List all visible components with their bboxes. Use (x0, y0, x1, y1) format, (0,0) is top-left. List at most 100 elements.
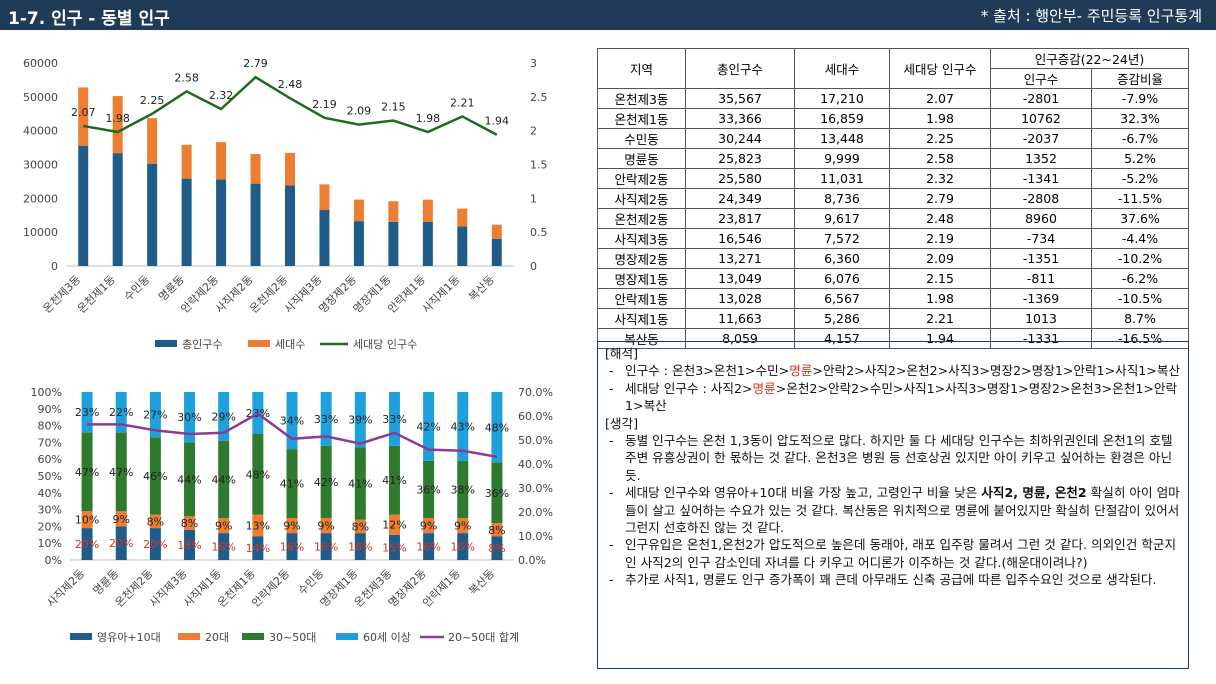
table-cell: 9,617 (794, 208, 890, 229)
table-row: 온천제2동 23,817 9,617 2.48 8960 37.6% (597, 208, 1189, 229)
bar-60-plus (354, 392, 366, 448)
data-label: 2.19 (312, 98, 337, 111)
bar-households (112, 96, 123, 154)
bar-households (285, 152, 295, 186)
table-cell: -6.7% (1091, 128, 1189, 149)
legend-swatch (242, 633, 264, 640)
bar-households (422, 199, 433, 222)
table-cell: 24,349 (685, 188, 795, 209)
bar-30-50 (115, 432, 127, 512)
bar-youth (491, 536, 503, 560)
data-label: 47% (109, 466, 133, 479)
legend-label: 세대수 (275, 338, 305, 351)
bar-twenties (354, 519, 366, 534)
x-tick-label: 명륜동 (91, 567, 122, 598)
bar-population (181, 178, 192, 266)
data-label: 33% (314, 413, 338, 426)
bar-youth (81, 528, 93, 560)
table-cell: 사직제1동 (597, 308, 686, 329)
y-tick-label: 20% (38, 520, 62, 533)
table-cell: 온천제2동 (597, 208, 686, 229)
table-cell: 17,210 (794, 88, 890, 109)
table-cell: 35,567 (685, 88, 795, 109)
table-cell: 온천제1동 (597, 108, 686, 129)
y2-tick-label: 3 (530, 57, 537, 70)
table-cell: 5.2% (1091, 148, 1189, 169)
table-cell: 1.98 (889, 108, 991, 129)
bar-60-plus (491, 392, 503, 463)
bar-60-plus (184, 392, 196, 443)
table-cell: 1013 (990, 308, 1092, 329)
data-label: 9% (420, 520, 437, 533)
y-tick-label: 0% (45, 554, 62, 567)
x-tick-label: 복산동 (466, 567, 497, 598)
data-label: 2.25 (140, 94, 165, 107)
col-change-pop: 인구수 (990, 68, 1092, 89)
table-cell: 1352 (990, 148, 1092, 169)
table-cell: 25,580 (685, 168, 795, 189)
data-label: 16% (348, 541, 372, 554)
bar-households (250, 154, 261, 184)
data-label: 41% (280, 478, 304, 491)
col-population: 총인구수 (685, 48, 795, 89)
data-label: 44% (211, 473, 235, 486)
note-item: 인구수 : 온천3>온천1>수민>명륜>안락2>사직2>온천2>사직3>명장2>… (605, 362, 1181, 380)
x-tick-label: 온천제1동 (74, 272, 117, 315)
bar-youth (149, 528, 161, 560)
table-cell: -10.5% (1091, 288, 1189, 309)
y2-tick-label: 0.5 (530, 226, 548, 239)
bar-youth (354, 533, 366, 560)
table-cell: -4.4% (1091, 228, 1189, 249)
bar-households (216, 142, 227, 180)
table-row: 사직제1동 11,663 5,286 2.21 1013 8.7% (597, 308, 1189, 329)
table-cell: 명륜동 (597, 148, 686, 169)
data-label: 34% (280, 415, 304, 428)
bar-population (388, 221, 399, 266)
table-cell: -11.5% (1091, 188, 1189, 209)
data-label: 8% (181, 517, 198, 530)
table-cell: 9,999 (794, 148, 890, 169)
data-label: 2.48 (278, 78, 303, 91)
table-cell: 7,572 (794, 228, 890, 249)
table-cell: 안락제1동 (597, 288, 686, 309)
legend-swatch (248, 340, 270, 347)
bar-households (491, 224, 502, 239)
bar-twenties (149, 514, 161, 529)
data-label: 48% (485, 421, 509, 434)
table-cell: -5.2% (1091, 168, 1189, 189)
table-row: 사직제2동 24,349 8,736 2.79 -2808 -11.5% (597, 188, 1189, 209)
table-row: 온천제3동 35,567 17,210 2.07 -2801 -7.9% (597, 88, 1189, 109)
data-label: 16% (416, 541, 440, 554)
data-label: 18% (177, 539, 201, 552)
bar-twenties (320, 518, 332, 534)
y2-tick-label: 10.0% (518, 530, 553, 543)
x-tick-label: 안락제1동 (420, 567, 463, 610)
bar-households (353, 199, 364, 222)
table-cell: 13,271 (685, 248, 795, 269)
legend-swatch (178, 633, 200, 640)
data-label: 42% (416, 420, 440, 433)
bar-households (388, 201, 399, 222)
data-label: 36% (485, 487, 509, 500)
note-item: 동별 인구수는 온천 1,3동이 압도적으로 많다. 하지만 둘 다 세대당 인… (605, 432, 1181, 484)
table-row: 명륜동 25,823 9,999 2.58 1352 5.2% (597, 148, 1189, 169)
y-tick-label: 100% (31, 386, 62, 399)
table-cell: 33,366 (685, 108, 795, 129)
data-label: 42% (314, 476, 338, 489)
bar-population (457, 226, 468, 266)
source-note: * 출처 : 행안부- 주민등록 인구통계 (980, 7, 1202, 25)
table-cell: 30,244 (685, 128, 795, 149)
bar-households (457, 208, 468, 227)
data-label: 38% (451, 483, 475, 496)
bar-population (491, 238, 502, 266)
bar-60-plus (81, 392, 93, 433)
data-label: 29% (211, 410, 235, 423)
table-cell: 10762 (990, 108, 1092, 129)
data-label: 36% (416, 483, 440, 496)
table-row: 안락제1동 13,028 6,567 1.98 -1369 -10.5% (597, 288, 1189, 309)
data-label: 9% (283, 520, 300, 533)
table-cell: 1.94 (889, 328, 991, 349)
x-tick-label: 수민동 (296, 567, 327, 598)
table-cell: -2037 (990, 128, 1092, 149)
y2-tick-label: 2.5 (530, 91, 548, 104)
